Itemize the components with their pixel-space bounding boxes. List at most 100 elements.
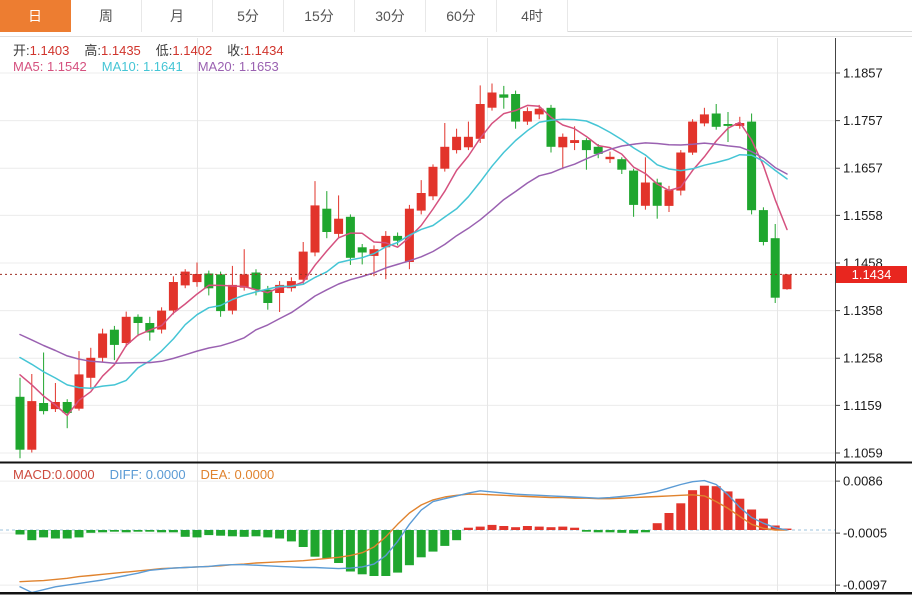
ma10-line [19,118,788,389]
candle-body [192,274,202,283]
macd-bar [735,498,745,530]
macd-bar [15,530,25,535]
candle-body [463,136,473,148]
candle-body [27,401,37,450]
axis-tick-label: 1.1258 [843,351,883,366]
macd-bar [192,530,202,538]
macd-bar [511,527,521,530]
macd-bar [570,527,580,530]
macd-bar [74,530,84,538]
macd-bar [334,530,344,563]
macd-bar [393,530,403,573]
ma5-line [19,104,788,417]
macd-bar [699,485,709,530]
macd-bar [298,530,308,547]
axis-tick-label: 1.1558 [843,208,883,223]
tab-month[interactable]: 月 [142,0,213,32]
macd-bar [157,530,167,533]
candle-body [699,114,709,124]
candle-body [487,92,497,108]
candle-body [204,273,214,289]
macd-bar [688,490,698,530]
macd-bar [640,530,650,533]
candle-body [227,284,237,311]
macd-bar [617,530,627,533]
macd-bar [345,530,355,572]
candle-body [758,210,768,242]
tab-60min[interactable]: 60分 [426,0,497,32]
macd-bar [593,530,603,533]
macd-bar [475,526,485,530]
macd-bar [369,530,379,576]
candle-body [286,281,296,289]
candle-body [393,235,403,241]
candle-body [723,124,733,126]
candle-body [499,94,509,98]
tab-day[interactable]: 日 [0,0,71,32]
chart-canvas[interactable]: 1.1857 1.1757 1.1657 1.1558 1.1458 1.1358 1.12… [0,32,912,597]
candle-body [251,272,261,290]
tab-30min[interactable]: 30分 [355,0,426,32]
candle-body [452,136,462,151]
tab-5min[interactable]: 5分 [213,0,284,32]
candle-body [345,216,355,258]
candle-body [15,396,25,450]
candle-body [239,274,249,288]
axis-tick-label: 0.0086 [843,474,883,489]
macd-bar [404,530,414,566]
candle-body [581,140,591,151]
axis-tick-label: 1.1657 [843,161,883,176]
axis-tick-label: 1.1757 [843,113,883,128]
candle-body [534,108,544,115]
candle-body [86,357,96,378]
candle-body [475,104,485,139]
candle-body [688,121,698,153]
tab-week[interactable]: 周 [71,0,142,32]
macd-bar [168,530,178,533]
candle-body [676,152,686,191]
candle-body [310,205,320,253]
macd-bar [251,530,261,537]
macd-bar [263,530,273,538]
macd-bar [109,530,119,532]
macd-bar [652,523,662,530]
macd-bar [629,530,639,534]
axis-tick-label: -0.0005 [843,526,887,541]
candle-body [770,238,780,298]
candle-body [593,146,603,154]
macd-bar [534,526,544,530]
candle-body [263,289,273,303]
candle-body [109,329,119,345]
axis-tick-label: 1.1458 [843,256,883,271]
candle-body [570,140,580,143]
candle-body [180,271,190,286]
macd-bar [546,527,556,530]
macd-bar [499,526,509,530]
candle-body [275,284,285,293]
macd-bar [581,530,591,532]
axis-tick-label: 1.1159 [843,398,882,413]
candle-body [428,166,438,197]
candle-body [711,113,721,127]
macd-bar [98,530,108,533]
candle-body [298,251,308,280]
tab-15min[interactable]: 15分 [284,0,355,32]
candle-body [145,323,155,333]
candle-body [605,156,615,160]
macd-bar [86,530,96,533]
macd-bar [121,530,131,533]
candle-body [664,189,674,206]
macd-bar [322,530,332,559]
macd-bar [310,530,320,557]
candle-body [440,146,450,169]
macd-bar [62,530,72,539]
candle-body [747,121,757,211]
candle-body [558,136,568,148]
tab-4hour[interactable]: 4时 [497,0,568,32]
chart-area[interactable]: 1.1857 1.1757 1.1657 1.1558 1.1458 1.1358 1.12… [0,32,912,597]
macd-bar [676,503,686,530]
candle-body [617,159,627,170]
macd-bar [27,530,37,541]
macd-bar [227,530,237,537]
